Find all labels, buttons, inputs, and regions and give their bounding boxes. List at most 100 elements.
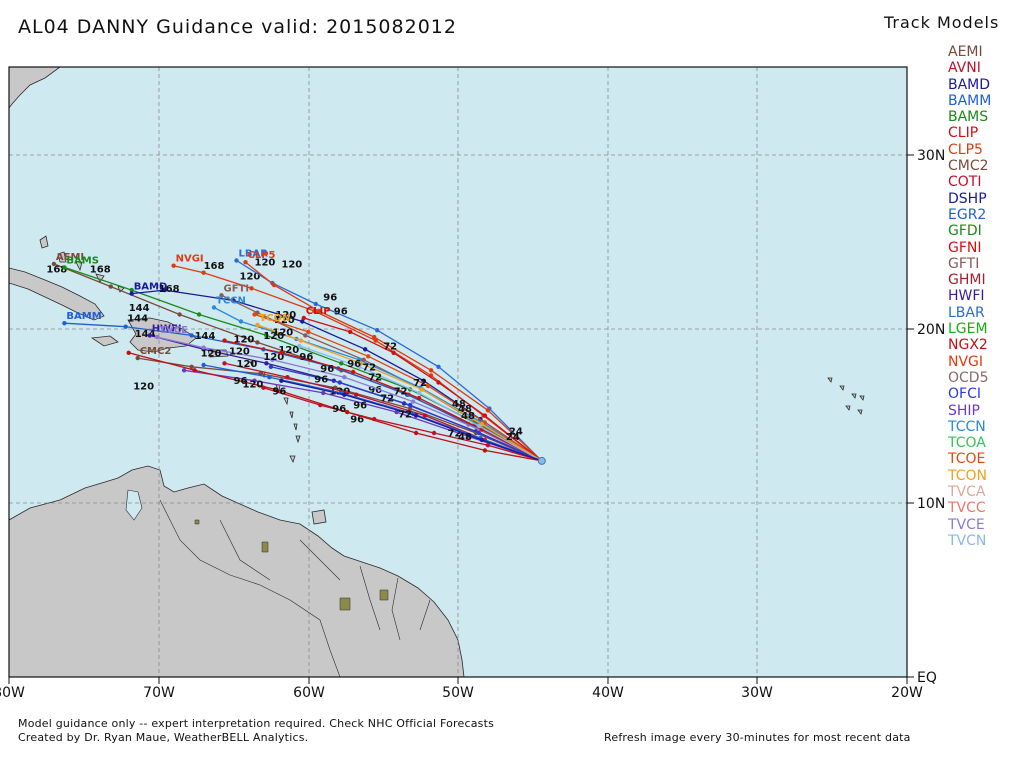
cluster-layer: 4848247272727296969612012012012096144120… <box>195 327 546 465</box>
legend-item-tvcc: TVCC <box>948 500 986 517</box>
cuba-island <box>9 267 105 321</box>
track-point <box>436 364 441 369</box>
track-point <box>410 399 416 404</box>
grid <box>9 67 907 677</box>
forecast-hour-label: 96 <box>334 307 348 318</box>
forecast-hour-label: 48 <box>458 432 472 443</box>
track-ofci <box>268 364 543 462</box>
forecast-hour-label: 120 <box>263 352 284 363</box>
legend-item-aemi: AEMI <box>948 44 983 60</box>
lon-label-70w: 70W <box>143 685 175 701</box>
track-point <box>234 258 239 263</box>
track-point <box>279 378 284 383</box>
legend-item-cmc2: CMC2 <box>948 158 989 175</box>
axis-ticks <box>8 154 914 684</box>
track-point <box>351 369 356 375</box>
forecast-hour-label: 96 <box>350 415 364 426</box>
track-point <box>201 270 206 275</box>
track-point <box>255 322 260 328</box>
track-end-label: LBAR <box>239 249 269 260</box>
track-point <box>479 437 485 443</box>
track-point <box>436 380 441 385</box>
track-point <box>413 430 419 436</box>
track-point <box>201 345 206 350</box>
track-point <box>211 305 217 310</box>
track-point <box>196 312 202 317</box>
track-point <box>298 338 304 343</box>
footer-refresh: Refresh image every 30-minutes for most … <box>604 731 911 744</box>
legend-item-gfni: GFNI <box>948 239 982 256</box>
bahamas-islands <box>39 235 125 293</box>
track-point <box>177 312 182 317</box>
lon-label-50w: 50W <box>442 685 474 701</box>
track-line-clip <box>303 317 543 462</box>
lon-label-30w: 30W <box>741 685 773 701</box>
forecast-hour-label: 72 <box>413 378 427 389</box>
forecast-hour-label: 144 <box>129 303 150 314</box>
track-point <box>129 287 134 293</box>
track-end-label: BAMD <box>134 282 168 293</box>
forecast-hour-label: 120 <box>234 334 255 345</box>
track-gfni: 120 <box>222 338 543 462</box>
track-point <box>373 338 378 343</box>
track-end-label: BAMM <box>66 311 101 322</box>
track-point <box>297 343 302 349</box>
legend-item-clp5: CLP5 <box>948 141 983 158</box>
tracks-layer: AEMI168BAMS168144BAMD168144NVGI168120LBA… <box>46 249 543 462</box>
track-point <box>181 368 187 373</box>
track-point <box>313 301 318 307</box>
track-point <box>476 430 482 436</box>
footer-credit: Created by Dr. Ryan Maue, WeatherBELL An… <box>18 731 309 744</box>
forecast-hour-label: 48 <box>452 399 466 410</box>
forecast-hour-label: 72 <box>383 341 397 352</box>
forecast-hour-label: 96 <box>323 293 337 304</box>
forecast-hour-label: 96 <box>368 385 382 396</box>
track-point <box>162 287 167 293</box>
track-end-label: HWFI <box>152 323 182 334</box>
track-line-aemi <box>53 263 543 462</box>
track-point <box>348 329 353 335</box>
forecast-hour-label: 96 <box>320 364 334 375</box>
forecast-hour-label: 120 <box>201 348 222 359</box>
forecast-hour-label: 72 <box>448 429 462 440</box>
forecast-hour-label: 96 <box>314 375 328 386</box>
track-point <box>391 350 396 355</box>
lon-label-80w: 80W <box>0 685 25 701</box>
legend-item-lbar: LBAR <box>948 304 985 321</box>
track-point <box>126 350 131 355</box>
track-point <box>147 333 152 338</box>
track-dshp <box>279 378 543 462</box>
lat-label-30n: 30N <box>917 148 945 164</box>
track-line-bamd <box>131 289 543 462</box>
legend-item-tcoa: TCOA <box>948 435 986 452</box>
track-point <box>482 413 488 418</box>
track-end-label: GFTI <box>224 283 250 294</box>
track-point <box>428 368 434 373</box>
forecast-hour-label: 24 <box>506 432 520 443</box>
track-point <box>62 321 67 326</box>
track-point <box>407 406 413 411</box>
lat-label-eq: EQ <box>917 670 937 686</box>
legend-item-bamm: BAMM <box>948 92 992 109</box>
forecast-hour-label: 144 <box>127 314 148 325</box>
track-point <box>421 378 426 383</box>
lat-label-10n: 10N <box>917 496 945 512</box>
track-point <box>485 443 491 448</box>
legend-item-egr2: EGR2 <box>948 206 987 223</box>
forecast-hour-label: 96 <box>299 352 313 363</box>
track-point <box>249 286 254 291</box>
forecast-hour-label: 96 <box>332 404 346 415</box>
forecast-hour-label: 120 <box>255 258 276 269</box>
forecast-hour-label: 120 <box>278 345 299 356</box>
track-point <box>485 408 491 413</box>
forecast-hour-label: 120 <box>274 315 295 326</box>
forecast-hour-label: 168 <box>159 284 180 295</box>
track-point <box>321 390 326 396</box>
track-point <box>271 282 277 288</box>
track-point <box>123 324 128 329</box>
track-point <box>372 334 377 340</box>
forecast-hour-label: 72 <box>368 373 382 384</box>
legend-item-coti: COTI <box>948 174 982 191</box>
track-point <box>51 261 57 267</box>
